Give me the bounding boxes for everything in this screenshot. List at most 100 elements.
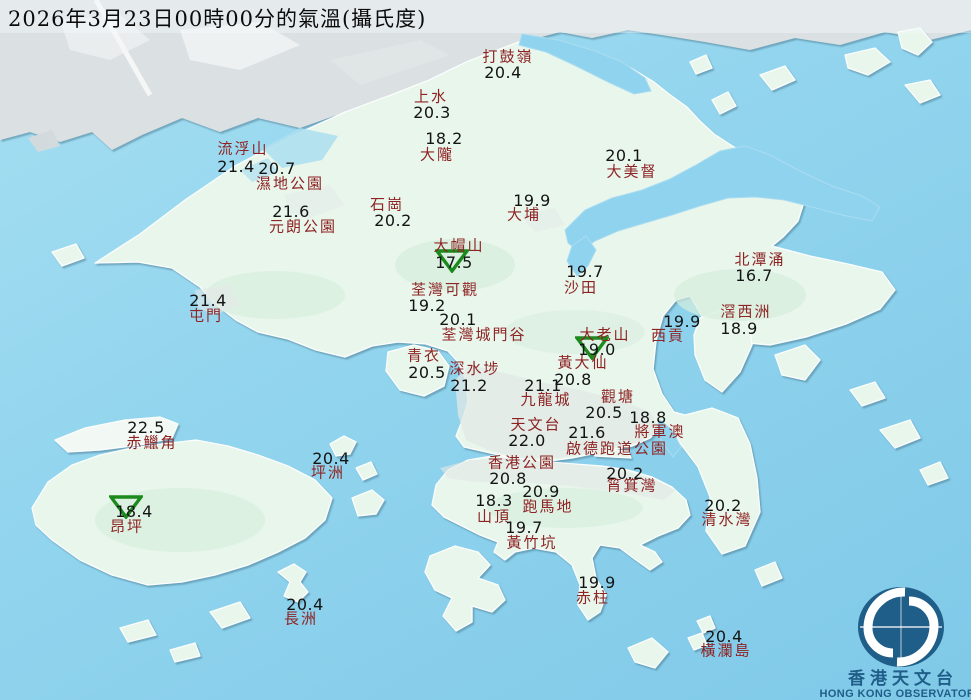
station-temperature: 20.2 bbox=[374, 211, 412, 230]
station-temperature: 18.2 bbox=[425, 129, 463, 148]
land-waglan bbox=[696, 615, 716, 634]
station-temperature: 20.2 bbox=[704, 496, 742, 515]
land-peng-chau bbox=[329, 435, 357, 457]
hko-logo: 香港天文台 HONG KONG OBSERVATORY bbox=[820, 587, 971, 700]
station-name: 筲箕灣 bbox=[606, 476, 658, 495]
land-po-toi bbox=[627, 637, 669, 669]
station-name: 赤鱲角 bbox=[126, 433, 178, 452]
station-temperature: 21.4 bbox=[217, 157, 255, 176]
station-temperature: 22.0 bbox=[508, 431, 546, 450]
triangle-marker-icon bbox=[107, 495, 145, 520]
station-temperature: 21.6 bbox=[568, 423, 606, 442]
station-name: 九龍城 bbox=[520, 390, 572, 409]
station-name: 荃灣城門谷 bbox=[441, 325, 527, 344]
land-kai-tak-runway bbox=[592, 448, 632, 459]
fish-ponds bbox=[262, 128, 338, 168]
station-name: 西貢 bbox=[650, 326, 686, 345]
station-temperature: 21.1 bbox=[524, 376, 562, 395]
station-temperature: 19.9 bbox=[513, 191, 551, 210]
logo-swirl-top bbox=[863, 587, 906, 658]
station-temperature: 18.8 bbox=[629, 408, 667, 427]
station-temperature: 21.2 bbox=[450, 376, 488, 395]
station-name: 大老山 bbox=[579, 325, 631, 344]
station-name: 山頂 bbox=[476, 507, 512, 526]
logo-swirl-bottom bbox=[896, 596, 939, 667]
station-temperature: 18.9 bbox=[720, 319, 758, 338]
shatin-inlet bbox=[566, 235, 597, 277]
water-inlets bbox=[240, 33, 881, 458]
station-temperature: 20.8 bbox=[554, 370, 592, 389]
station-name: 跑馬地 bbox=[522, 497, 574, 516]
station-name: 大美督 bbox=[606, 162, 658, 181]
station-name: 大帽山 bbox=[433, 236, 485, 255]
station-name: 坪洲 bbox=[310, 463, 346, 482]
station-temperature: 17.5 bbox=[435, 253, 473, 272]
land-shek-kwu-chau bbox=[209, 601, 251, 629]
station-name: 昂坪 bbox=[109, 517, 145, 536]
logo-text-zh: 香港天文台 bbox=[848, 668, 958, 689]
station-name: 大隴 bbox=[419, 145, 455, 164]
station-name: 元朗公園 bbox=[268, 217, 338, 236]
station-temperature: 19.7 bbox=[505, 518, 543, 537]
station-marker bbox=[573, 336, 611, 361]
logo-text-en: HONG KONG OBSERVATORY bbox=[820, 688, 971, 700]
station-name: 觀塘 bbox=[600, 387, 636, 406]
station-temperature: 20.4 bbox=[286, 595, 324, 614]
land-lamma bbox=[424, 545, 506, 632]
station-name: 屯門 bbox=[188, 306, 224, 325]
station-name: 長洲 bbox=[283, 609, 319, 628]
station-temperature: 19.7 bbox=[566, 262, 604, 281]
station-temperature: 20.1 bbox=[439, 310, 477, 329]
station-name: 上水 bbox=[413, 87, 449, 106]
station-name: 啟德跑道公園 bbox=[565, 439, 669, 458]
station-name: 流浮山 bbox=[217, 139, 269, 158]
triangle-marker-icon bbox=[573, 336, 611, 361]
station-name: 沙田 bbox=[563, 278, 599, 297]
station-temperature: 21.4 bbox=[189, 291, 227, 310]
urban-texture bbox=[28, 0, 467, 152]
station-temperature: 20.9 bbox=[522, 482, 560, 501]
station-temperature: 20.2 bbox=[606, 464, 644, 483]
land-tsing-yi bbox=[385, 344, 450, 397]
station-temperature: 20.5 bbox=[408, 363, 446, 382]
tolo-harbour bbox=[564, 145, 881, 253]
station-temperature: 20.1 bbox=[605, 146, 643, 165]
triangle-marker-icon bbox=[433, 249, 471, 274]
station-temperature: 20.4 bbox=[705, 627, 743, 646]
station-name: 北潭涌 bbox=[734, 250, 786, 269]
station-temperature: 20.8 bbox=[489, 469, 527, 488]
land-tung-lung bbox=[754, 561, 783, 587]
map-title: 2026年3月23日00時00分的氣溫(攝氏度) bbox=[8, 7, 427, 31]
station-name: 濕地公園 bbox=[255, 174, 325, 193]
station-name: 深水埗 bbox=[449, 359, 501, 378]
land-hei-ling-chau bbox=[351, 489, 385, 517]
station-temperature: 20.7 bbox=[258, 159, 296, 178]
land-airport bbox=[54, 416, 179, 453]
station-temperature: 19.9 bbox=[578, 573, 616, 592]
station-name: 黃大仙 bbox=[557, 353, 609, 372]
station-name: 赤柱 bbox=[575, 588, 611, 607]
station-name: 黃竹坑 bbox=[506, 533, 558, 552]
station-temperature: 16.7 bbox=[735, 266, 773, 285]
station-marker bbox=[433, 249, 471, 274]
station-name: 清水灣 bbox=[701, 510, 753, 529]
station-temperature: 19.2 bbox=[408, 296, 446, 315]
starling-inlet bbox=[518, 33, 652, 95]
station-name: 天文台 bbox=[510, 415, 562, 434]
land-cheung-chau bbox=[277, 563, 309, 603]
station-name: 將軍澳 bbox=[634, 422, 686, 441]
station-name: 打鼓嶺 bbox=[482, 47, 534, 66]
station-name: 大埔 bbox=[506, 205, 542, 224]
station-marker bbox=[107, 495, 145, 520]
land-kau-yi-chau bbox=[355, 461, 378, 481]
station-temperature: 20.4 bbox=[312, 449, 350, 468]
station-temperature: 19.9 bbox=[663, 312, 701, 331]
station-temperature: 19.0 bbox=[578, 340, 616, 359]
haze-band bbox=[0, 0, 971, 33]
station-name: 石崗 bbox=[369, 195, 405, 214]
station-temperature: 20.5 bbox=[585, 403, 623, 422]
station-name: 荃灣可觀 bbox=[410, 280, 480, 299]
